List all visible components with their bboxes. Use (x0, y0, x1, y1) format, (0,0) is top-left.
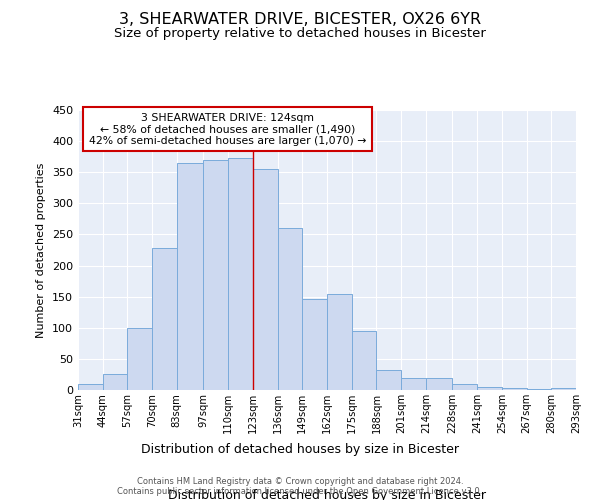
Bar (278, 228, 302, 390)
Bar (253, 169, 278, 390)
Bar (203, 160, 228, 390)
Text: Contains HM Land Registry data © Crown copyright and database right 2024.: Contains HM Land Registry data © Crown c… (137, 478, 463, 486)
Bar (401, 378, 426, 390)
Text: 3, SHEARWATER DRIVE, BICESTER, OX26 6YR: 3, SHEARWATER DRIVE, BICESTER, OX26 6YR (119, 12, 481, 28)
Bar (127, 328, 152, 390)
Bar (177, 163, 203, 390)
Y-axis label: Number of detached properties: Number of detached properties (37, 162, 46, 338)
Text: Contains public sector information licensed under the Open Government Licence v3: Contains public sector information licen… (118, 488, 482, 496)
Bar (103, 374, 127, 390)
Bar (228, 158, 253, 390)
Bar (78, 384, 103, 390)
Bar (426, 378, 452, 390)
Bar (477, 387, 502, 390)
Bar (152, 248, 177, 390)
Bar (527, 389, 551, 390)
Text: Size of property relative to detached houses in Bicester: Size of property relative to detached ho… (114, 28, 486, 40)
Text: Distribution of detached houses by size in Bicester: Distribution of detached houses by size … (141, 442, 459, 456)
Bar (352, 331, 376, 390)
Bar (452, 384, 477, 390)
Text: 3 SHEARWATER DRIVE: 124sqm
← 58% of detached houses are smaller (1,490)
42% of s: 3 SHEARWATER DRIVE: 124sqm ← 58% of deta… (89, 113, 366, 146)
X-axis label: Distribution of detached houses by size in Bicester: Distribution of detached houses by size … (168, 488, 486, 500)
Bar (502, 388, 527, 390)
Bar (327, 294, 352, 390)
Bar (302, 298, 327, 390)
Bar (376, 370, 401, 390)
Bar (551, 388, 576, 390)
